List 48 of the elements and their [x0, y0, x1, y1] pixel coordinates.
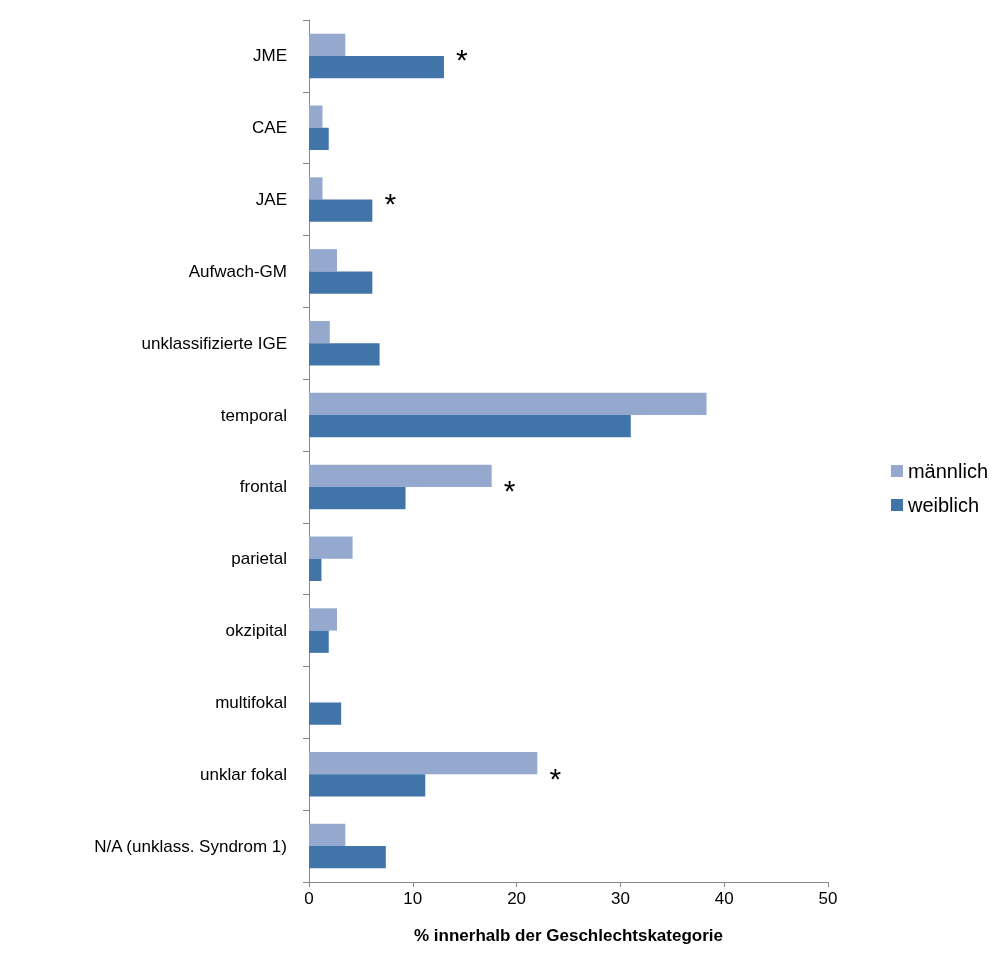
bar: [309, 177, 323, 200]
annotation: *: [384, 187, 397, 221]
y-tick-label: multifokal: [215, 692, 287, 712]
bar: [309, 320, 330, 344]
bar: [309, 558, 322, 582]
y-tick-label: unklassifizierte IGE: [141, 333, 287, 353]
bar: [309, 343, 380, 366]
y-tick-label: okzipital: [225, 621, 287, 641]
x-tick-label: 30: [610, 889, 630, 908]
x-tick-label: 20: [507, 889, 527, 908]
y-tick-label: JME: [253, 46, 287, 66]
bar: [309, 249, 338, 272]
bar: [309, 271, 373, 294]
bar: [309, 846, 386, 869]
y-tick-label: CAE: [252, 118, 287, 138]
y-tick-label: temporal: [220, 405, 287, 425]
y-tick-label: JAE: [255, 190, 287, 210]
annotation: *: [456, 43, 469, 77]
x-tick-label: 40: [714, 889, 734, 908]
bar: [309, 536, 353, 559]
y-tick-label: Aufwach-GM: [188, 261, 287, 281]
x-tick-label: 50: [818, 889, 838, 908]
x-tick-label: 0: [304, 889, 314, 908]
bar: [309, 55, 444, 79]
y-tick-label: frontal: [239, 477, 287, 497]
annotation: *: [503, 474, 516, 508]
x-axis-title: % innerhalb der Geschlechtskategorie: [414, 926, 723, 945]
bar: [309, 608, 338, 631]
bar: [309, 702, 342, 725]
bar: [309, 199, 373, 222]
y-tick-label: N/A (unklass. Syndrom 1): [94, 836, 287, 856]
bar: [309, 105, 323, 128]
legend-label: männlich: [907, 460, 989, 482]
bar: [309, 751, 538, 775]
bar: [309, 415, 631, 438]
annotation: *: [549, 761, 562, 795]
bar: [309, 774, 426, 797]
bar: [309, 33, 346, 56]
bar: [309, 823, 346, 847]
x-tick-label: 10: [403, 889, 423, 908]
legend-label: weiblich: [906, 494, 980, 516]
y-tick-label: parietal: [231, 549, 287, 569]
bar: [309, 486, 406, 510]
bar: [309, 630, 329, 653]
bar: [309, 392, 707, 416]
bar: [309, 127, 329, 151]
y-tick-label: unklar fokal: [200, 764, 287, 784]
bar: [309, 464, 492, 487]
